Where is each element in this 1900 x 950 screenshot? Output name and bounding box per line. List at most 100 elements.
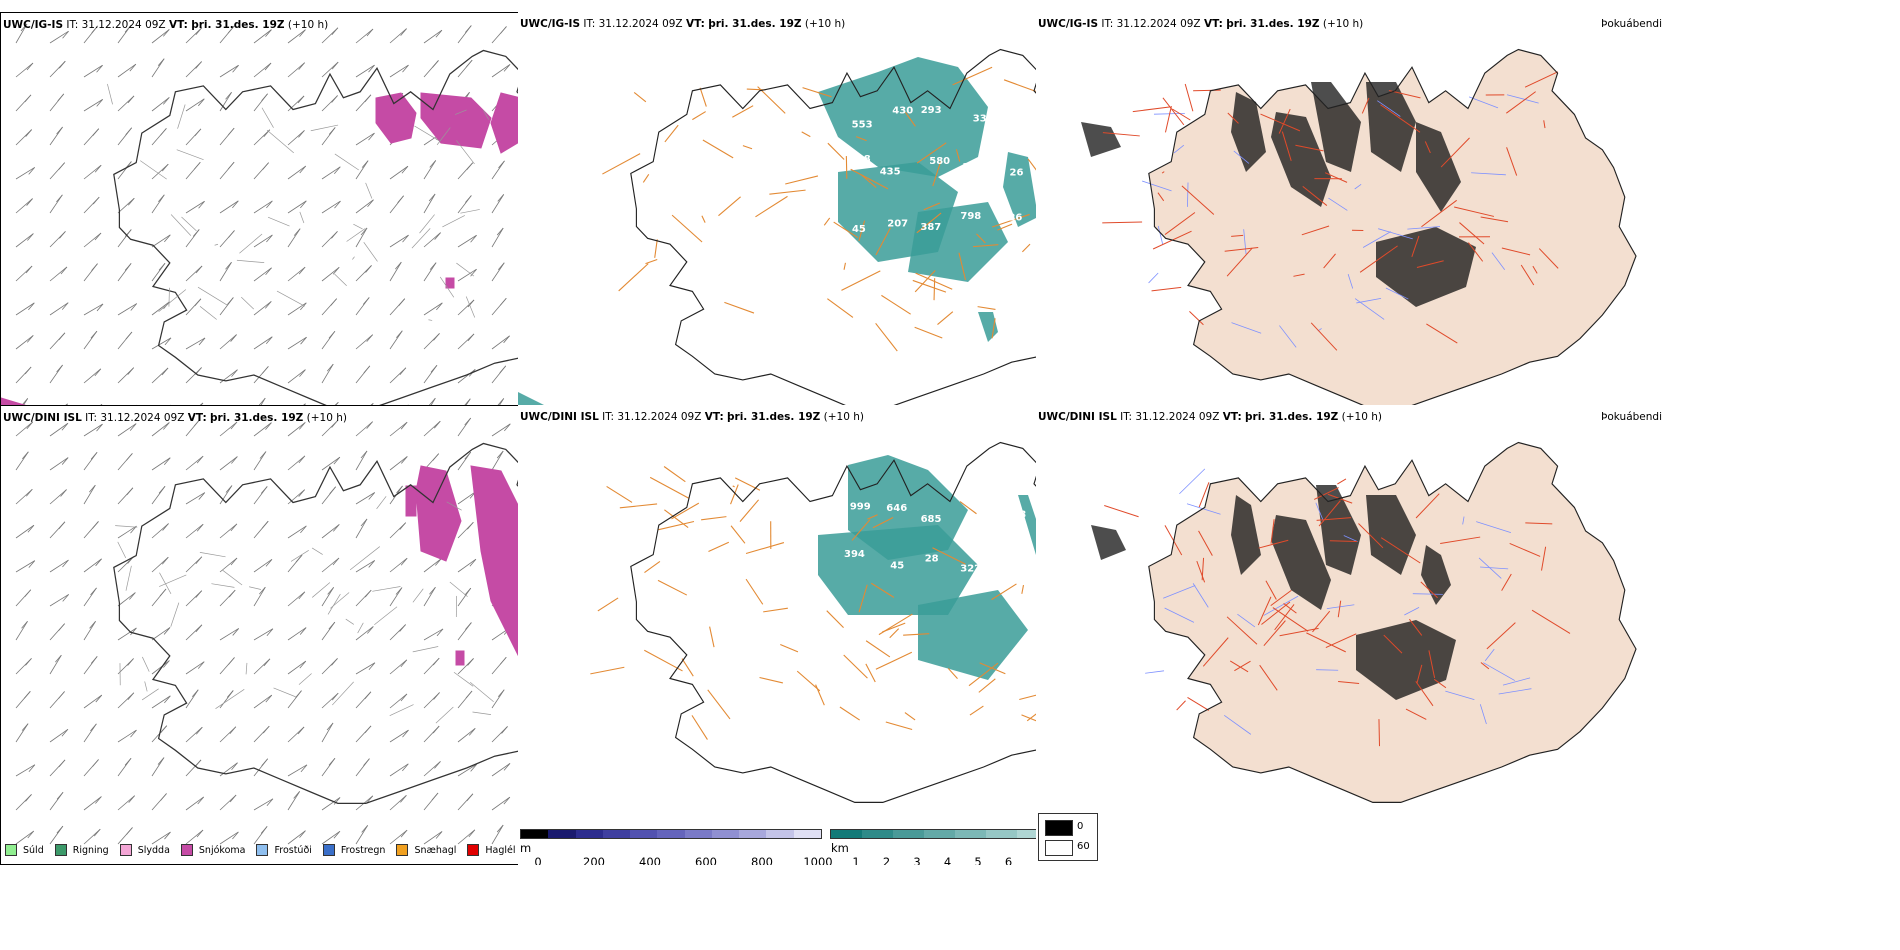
wind-barb-flag xyxy=(28,167,35,175)
wind-barb-flag xyxy=(130,627,137,636)
wind-barb xyxy=(253,200,273,214)
ceiling-label: 337 xyxy=(962,162,983,173)
wind-barb-flag xyxy=(432,657,440,666)
road-segment xyxy=(1520,264,1535,286)
wind-barb-flag xyxy=(230,523,238,532)
road-segment xyxy=(745,542,785,555)
wind-barb-flag xyxy=(195,590,203,598)
precip-legend-item: Frostúði xyxy=(256,844,312,856)
wind-barb-flag xyxy=(497,398,505,406)
model-name: UWC/DINI ISL xyxy=(1038,411,1117,423)
visibility-tick: 6 xyxy=(1004,855,1013,865)
terrain-line xyxy=(125,565,132,591)
wind-barb-flag xyxy=(430,364,438,373)
wind-barb xyxy=(15,451,29,471)
road-segment xyxy=(861,174,877,189)
wind-barb-flag xyxy=(465,25,472,33)
wind-barb-flag xyxy=(126,827,133,835)
wind-barb-flag xyxy=(198,337,206,346)
wind-barb xyxy=(287,830,306,845)
road-segment xyxy=(1525,522,1553,525)
terrain-line xyxy=(456,262,475,277)
road-segment xyxy=(979,662,1006,675)
wind-barb xyxy=(491,64,511,78)
wind-barb xyxy=(185,661,205,675)
wind-barb-flag xyxy=(27,233,34,241)
terrain-line xyxy=(117,541,127,559)
wind-barb-flag xyxy=(465,195,472,203)
wind-barb-flag xyxy=(465,59,473,68)
road-segment xyxy=(1383,634,1403,654)
wind-barb-flag xyxy=(467,521,474,530)
wind-barb-flag xyxy=(90,656,98,664)
road-segment xyxy=(1306,632,1346,653)
wind-barb-flag xyxy=(127,197,135,206)
visibility-color-step xyxy=(862,830,893,838)
it-label: IT: xyxy=(85,412,98,424)
terrain-line xyxy=(311,582,331,598)
road-segment xyxy=(823,217,831,226)
road-segment xyxy=(1409,618,1423,636)
terrain-line xyxy=(346,228,366,242)
river-segment xyxy=(1354,184,1362,190)
terrain-line xyxy=(214,243,219,246)
wind-barb xyxy=(423,587,436,607)
terrain-line xyxy=(449,581,468,597)
wind-barb-flag xyxy=(24,691,31,699)
precip-legend-swatch xyxy=(467,844,480,856)
wind-barb-flag xyxy=(163,457,171,465)
wind-barb-flag xyxy=(161,163,169,172)
road-segment xyxy=(1102,132,1140,137)
wind-barb-flag xyxy=(431,792,439,801)
wind-barb-flag xyxy=(333,524,340,532)
precip-legend-label: Frostúði xyxy=(274,844,312,856)
road-segment xyxy=(1162,97,1185,126)
wind-barb-flag xyxy=(364,725,372,734)
wind-barb-flag xyxy=(92,759,99,767)
visibility-tick: 4 xyxy=(943,855,952,865)
wind-barb-flag xyxy=(297,95,305,104)
road-segment xyxy=(1316,517,1352,521)
wind-barb-flag xyxy=(126,453,133,461)
road-segment xyxy=(1301,225,1330,236)
wind-barb xyxy=(457,268,477,282)
road-segment xyxy=(1337,600,1342,618)
river-segment xyxy=(1462,516,1465,525)
road-segment xyxy=(1157,192,1165,202)
wind-barb-flag xyxy=(89,621,96,629)
wind-barb xyxy=(151,234,171,248)
snow-area xyxy=(375,92,417,144)
wind-barb xyxy=(321,587,334,607)
wind-barb-flag xyxy=(298,130,305,138)
wind-barb-flag xyxy=(334,166,341,175)
wind-barb xyxy=(117,592,136,607)
road-segment xyxy=(1021,243,1031,253)
wind-barb-flag xyxy=(24,94,32,103)
wind-barb xyxy=(321,61,339,78)
road-segment xyxy=(875,227,891,256)
wind-barb-flag xyxy=(194,759,202,768)
wind-barb-flag xyxy=(90,723,97,732)
visibility-color-step xyxy=(1017,830,1048,838)
wind-barb xyxy=(287,791,301,811)
wind-barb xyxy=(253,559,273,573)
road-segment xyxy=(606,485,633,503)
road-segment xyxy=(952,66,993,86)
wind-barb-flag xyxy=(361,825,368,833)
river-segment xyxy=(1315,502,1324,522)
road-segment xyxy=(977,306,996,310)
wind-barb-flag xyxy=(128,795,135,803)
wind-barb-flag xyxy=(402,64,409,73)
wind-barb-flag xyxy=(21,621,28,629)
wind-barb-flag xyxy=(26,488,33,497)
wind-barb-flag xyxy=(435,831,443,839)
ceiling-label: 999 xyxy=(850,501,871,512)
wind-barb-flag xyxy=(496,227,504,236)
fog-legend-low: 60 xyxy=(1077,841,1090,852)
wind-barb xyxy=(355,64,375,78)
road-segment xyxy=(1003,79,1037,92)
wind-barb-flag xyxy=(127,658,134,666)
wind-barb-flag xyxy=(432,725,440,734)
road-segment xyxy=(1187,697,1210,711)
road-segment xyxy=(619,503,658,509)
